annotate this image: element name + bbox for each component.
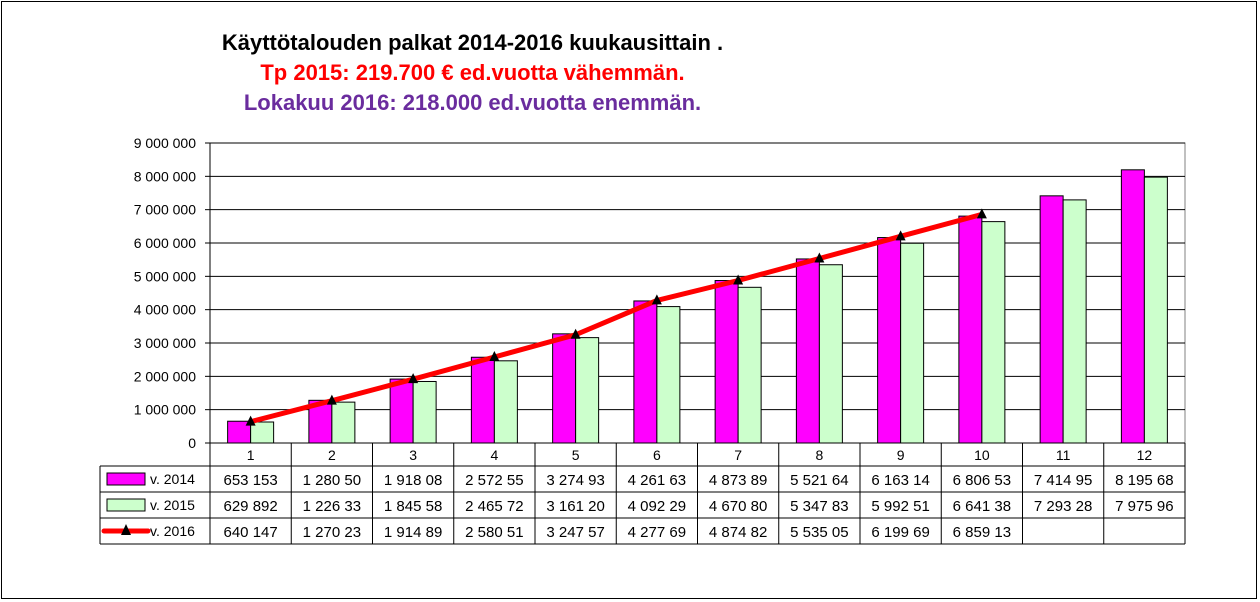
table-cell: 2 572 55 bbox=[465, 472, 523, 489]
bar-v2015-3 bbox=[412, 380, 437, 444]
marker-v2016-2 bbox=[326, 394, 337, 405]
table-cell: 1 280 50 bbox=[303, 472, 361, 489]
table-cell: 640 147 bbox=[224, 524, 278, 541]
legend-marker bbox=[121, 524, 131, 535]
bar-v2015-11 bbox=[1062, 199, 1087, 444]
x-tick-label-2: 2 bbox=[328, 447, 336, 463]
table-cell: 1 270 23 bbox=[303, 524, 361, 541]
bar-v2014-5 bbox=[552, 333, 577, 444]
table-cell: 5 535 05 bbox=[790, 524, 848, 541]
x-tick-label-5: 5 bbox=[572, 447, 580, 463]
y-tick-label: 3 000 000 bbox=[134, 335, 196, 351]
x-tick-label-7: 7 bbox=[734, 447, 742, 463]
table-cell: 6 199 69 bbox=[871, 524, 929, 541]
table-cell: 2 580 51 bbox=[465, 524, 523, 541]
table-cell: 7 293 28 bbox=[1034, 498, 1092, 515]
bar-v2014-12 bbox=[1120, 169, 1145, 444]
bar-v2014-6 bbox=[633, 300, 658, 444]
bar-v2014-8 bbox=[795, 258, 820, 444]
table-cell: 1 226 33 bbox=[303, 498, 361, 515]
x-tick-label-9: 9 bbox=[897, 447, 905, 463]
x-tick-label-6: 6 bbox=[653, 447, 661, 463]
table-cell: 8 195 68 bbox=[1115, 472, 1173, 489]
table-cell: 3 247 57 bbox=[546, 524, 604, 541]
table-cell: 5 992 51 bbox=[871, 498, 929, 515]
y-tick-label: 2 000 000 bbox=[134, 368, 196, 384]
chart-subtitle-2016: Lokakuu 2016: 218.000 ed.vuotta enemmän. bbox=[243, 90, 702, 115]
legend-key-v2015 bbox=[106, 498, 146, 512]
marker-v2016-1 bbox=[245, 415, 256, 426]
table-cell: 4 874 82 bbox=[709, 524, 767, 541]
chart-subtitle-2015: Tp 2015: 219.700 € ed.vuotta vähemmän. bbox=[260, 60, 685, 85]
table-cell: 3 274 93 bbox=[546, 472, 604, 489]
x-tick-label-12: 12 bbox=[1137, 447, 1153, 463]
bar-v2015-2 bbox=[331, 401, 356, 444]
table-cell: 5 347 83 bbox=[790, 498, 848, 515]
table-cell: 4 277 69 bbox=[628, 524, 686, 541]
marker-v2016-7 bbox=[733, 274, 744, 285]
table-cell: 4 670 80 bbox=[709, 498, 767, 515]
y-tick-label: 9 000 000 bbox=[134, 135, 196, 151]
x-tick-label-3: 3 bbox=[409, 447, 417, 463]
table-cell: 6 163 14 bbox=[871, 472, 929, 489]
y-tick-label: 1 000 000 bbox=[134, 402, 196, 418]
table-cell: 7 975 96 bbox=[1115, 498, 1173, 515]
table-cell: 2 465 72 bbox=[465, 498, 523, 515]
bar-v2014-11 bbox=[1039, 195, 1064, 444]
table-cell: 7 414 95 bbox=[1034, 472, 1092, 489]
chart-title: Käyttötalouden palkat 2014-2016 kuukausi… bbox=[221, 30, 724, 55]
bar-v2015-6 bbox=[656, 306, 681, 444]
marker-v2016-6 bbox=[651, 294, 662, 305]
bar-v2014-10 bbox=[958, 215, 983, 444]
marker-v2016-4 bbox=[489, 350, 500, 361]
table-cell: 4 261 63 bbox=[628, 472, 686, 489]
table-cell: 6 641 38 bbox=[953, 498, 1011, 515]
table-cell: 1 845 58 bbox=[384, 498, 442, 515]
bar-v2015-7 bbox=[737, 286, 762, 444]
table-cell: 629 892 bbox=[224, 498, 278, 515]
y-tick-label: 6 000 000 bbox=[134, 235, 196, 251]
table-cell: 6 806 53 bbox=[953, 472, 1011, 489]
y-tick-label: 5 000 000 bbox=[134, 268, 196, 284]
legend-label-v2016: v. 2016 bbox=[150, 523, 195, 539]
marker-v2016-10 bbox=[976, 208, 987, 219]
table-cell: 1 918 08 bbox=[384, 472, 442, 489]
bar-v2014-7 bbox=[714, 280, 739, 444]
bar-v2014-3 bbox=[389, 378, 414, 444]
marker-v2016-8 bbox=[814, 252, 825, 263]
table-cell: 4 092 29 bbox=[628, 498, 686, 515]
y-tick-label: 7 000 000 bbox=[134, 202, 196, 218]
table-cell: 653 153 bbox=[224, 472, 278, 489]
bar-v2015-12 bbox=[1143, 176, 1168, 444]
marker-v2016-3 bbox=[408, 373, 419, 384]
y-tick-label: 0 bbox=[188, 435, 196, 451]
y-tick-label: 4 000 000 bbox=[134, 302, 196, 318]
bar-v2015-8 bbox=[818, 264, 843, 444]
x-tick-label-11: 11 bbox=[1056, 447, 1071, 463]
table-cell: 1 914 89 bbox=[384, 524, 442, 541]
line-v2016 bbox=[248, 211, 985, 425]
table-cell: 6 859 13 bbox=[953, 524, 1011, 541]
x-tick-label-8: 8 bbox=[815, 447, 823, 463]
x-tick-label-1: 1 bbox=[247, 447, 255, 463]
marker-v2016-5 bbox=[570, 328, 581, 339]
x-tick-label-4: 4 bbox=[490, 447, 498, 463]
y-tick-label: 8 000 000 bbox=[134, 168, 196, 184]
table-cell: 4 873 89 bbox=[709, 472, 767, 489]
bar-v2015-5 bbox=[575, 337, 600, 444]
marker-v2016-9 bbox=[895, 230, 906, 241]
bar-v2014-4 bbox=[470, 356, 495, 444]
bar-v2015-9 bbox=[900, 242, 925, 444]
legend-key-v2014 bbox=[106, 472, 146, 486]
legend-label-v2014: v. 2014 bbox=[150, 471, 195, 487]
x-tick-label-10: 10 bbox=[974, 447, 990, 463]
bar-v2015-10 bbox=[981, 221, 1006, 444]
bar-v2014-9 bbox=[877, 237, 902, 444]
table-cell: 3 161 20 bbox=[546, 498, 604, 515]
legend-label-v2015: v. 2015 bbox=[150, 497, 195, 513]
bar-v2015-4 bbox=[493, 360, 518, 444]
table-cell: 5 521 64 bbox=[790, 472, 848, 489]
